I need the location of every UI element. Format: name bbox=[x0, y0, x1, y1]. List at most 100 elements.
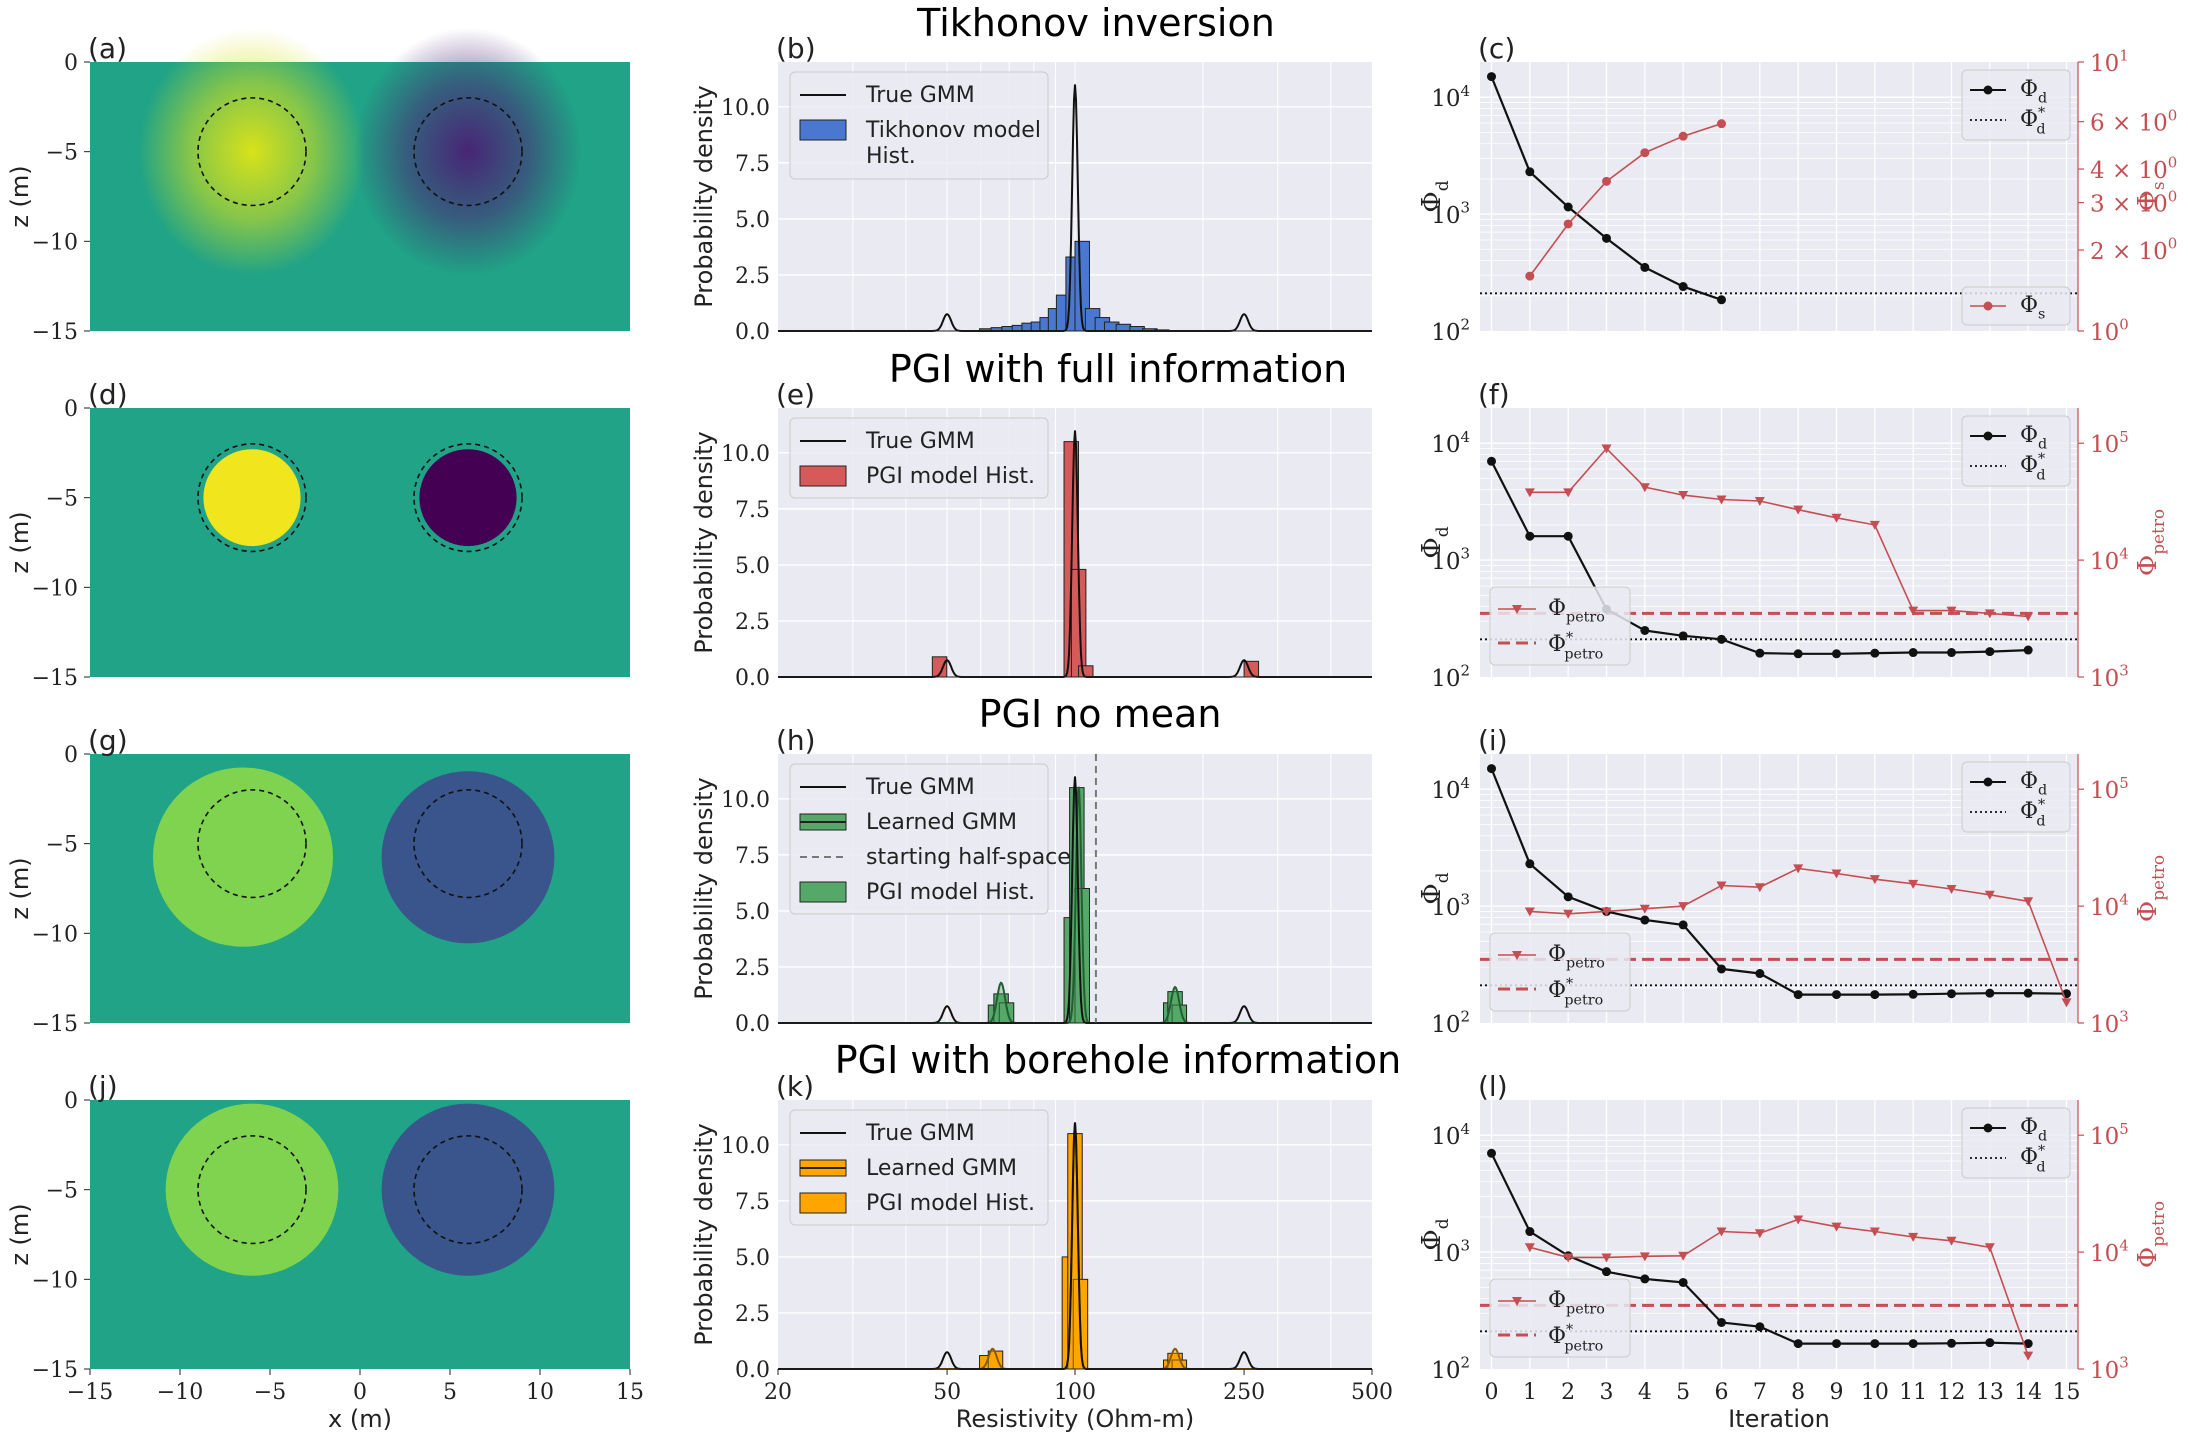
legend: True GMM Learned GMM PGI model Hist. bbox=[789, 1109, 1049, 1226]
legend-swatch bbox=[799, 119, 847, 141]
legend-label: Φ* d bbox=[2020, 1143, 2046, 1176]
x-tick-label: 1 bbox=[1523, 1380, 1537, 1405]
x-tick-label: 7 bbox=[1753, 1380, 1767, 1405]
data-point bbox=[1832, 990, 1841, 1000]
y-tick-label: −15 bbox=[32, 1358, 78, 1383]
data-point bbox=[1525, 167, 1535, 177]
x-axis-label: Iteration bbox=[1728, 1405, 1830, 1433]
legend-marker bbox=[1512, 951, 1522, 960]
y2-tick-label: 101 bbox=[2090, 47, 2129, 77]
y-tick-label: 10.0 bbox=[721, 788, 770, 813]
legend-regularization: Φpetro Φ* petro bbox=[1489, 586, 1631, 666]
data-point bbox=[1908, 989, 1918, 999]
y-tick-label: −15 bbox=[32, 666, 78, 691]
data-point bbox=[1639, 1252, 1650, 1262]
data-point bbox=[2061, 998, 2072, 1008]
legend-label: Φd bbox=[2020, 77, 2047, 107]
y-tick-label: 0 bbox=[64, 743, 78, 768]
y-tick-label: 10.0 bbox=[721, 1134, 770, 1159]
legend-label: True GMM bbox=[865, 83, 975, 108]
y2-tick-label: 2 × 100 bbox=[2090, 235, 2177, 265]
data-point bbox=[2023, 645, 2033, 655]
data-point bbox=[1487, 764, 1496, 774]
legend-label: True GMM bbox=[865, 775, 975, 800]
y-tick-label: 103 bbox=[1431, 891, 1470, 921]
regularization-line bbox=[1529, 447, 2029, 618]
y-tick-label: 7.5 bbox=[735, 498, 770, 523]
x-tick-label: 5 bbox=[1676, 1380, 1690, 1405]
x-tick-label: 100 bbox=[1054, 1380, 1096, 1405]
data-point bbox=[1639, 904, 1650, 914]
data-point bbox=[1678, 631, 1688, 641]
y-tick-label: 104 bbox=[1431, 82, 1470, 112]
learned-gmm-curve-fill bbox=[778, 1122, 1372, 1369]
y2-axis-label: Φpetro bbox=[2133, 509, 2168, 576]
data-point bbox=[1984, 1243, 1995, 1253]
data-point bbox=[1985, 988, 1995, 998]
legend-label: True GMM bbox=[865, 429, 975, 454]
x-tick-label: 3 bbox=[1600, 1380, 1614, 1405]
y-tick-label: 5.0 bbox=[735, 554, 770, 579]
data-point bbox=[1870, 1339, 1880, 1349]
y2-tick-label: 100 bbox=[2090, 316, 2129, 346]
data-point bbox=[1563, 909, 1574, 919]
x-tick-label: 0 bbox=[1485, 1380, 1499, 1405]
legend-regularization: Φpetro Φ* petro bbox=[1489, 1278, 1631, 1358]
legend-swatch bbox=[799, 881, 847, 903]
legend-label: PGI model Hist. bbox=[866, 1191, 1035, 1216]
legend-box bbox=[1961, 415, 2071, 487]
data-point bbox=[1755, 648, 1765, 658]
panel-label: (h) bbox=[776, 724, 816, 757]
x-tick-label: 0 bbox=[353, 1380, 367, 1405]
data-point bbox=[1563, 202, 1573, 212]
data-point bbox=[1525, 1227, 1535, 1237]
data-point bbox=[1524, 488, 1535, 498]
data-point bbox=[2023, 1339, 2033, 1349]
x-tick-label: 5 bbox=[443, 1380, 457, 1405]
y-axis-label: z (m) bbox=[6, 165, 34, 227]
data-point bbox=[1793, 649, 1803, 659]
legend-marker bbox=[1983, 777, 1993, 787]
data-point bbox=[1947, 989, 1956, 999]
y-tick-label: 103 bbox=[1431, 199, 1470, 229]
data-point bbox=[1755, 969, 1765, 979]
legend: True GMM Learned GMM starting half-space PG… bbox=[789, 763, 1071, 915]
panel-label: (j) bbox=[88, 1070, 118, 1103]
x-tick-label: −5 bbox=[254, 1380, 286, 1405]
y-axis-label: Probability density bbox=[690, 777, 718, 1000]
legend-entry: True GMM bbox=[800, 83, 975, 108]
data-point bbox=[1563, 531, 1573, 541]
y-tick-label: 104 bbox=[1431, 774, 1470, 804]
data-point bbox=[1716, 495, 1727, 505]
data-point bbox=[1755, 1322, 1765, 1332]
x-tick-label: 12 bbox=[1938, 1380, 1966, 1405]
y-tick-label: 5.0 bbox=[735, 1246, 770, 1271]
y-tick-label: 103 bbox=[1431, 545, 1470, 575]
y-tick-label: 2.5 bbox=[735, 1302, 770, 1327]
data-point bbox=[1832, 649, 1841, 659]
data-point bbox=[1678, 920, 1688, 930]
legend-box bbox=[789, 763, 1049, 915]
y-tick-label: 5.0 bbox=[735, 208, 770, 233]
histogram-bar bbox=[1078, 665, 1094, 678]
data-point bbox=[2023, 897, 2034, 907]
legend-label: Φ* d bbox=[2020, 105, 2046, 138]
y2-tick-label: 104 bbox=[2090, 891, 2129, 921]
data-point bbox=[2023, 1351, 2034, 1361]
data-point bbox=[1947, 1338, 1956, 1348]
panel-label: (e) bbox=[776, 378, 815, 411]
true-model-outline bbox=[197, 789, 307, 899]
data-point bbox=[1985, 1338, 1995, 1348]
legend-label: Φd bbox=[2020, 769, 2047, 799]
data-point bbox=[1717, 964, 1726, 974]
y2-tick-label: 105 bbox=[2090, 774, 2129, 804]
y-tick-label: 10.0 bbox=[721, 96, 770, 121]
y-tick-label: −5 bbox=[46, 833, 78, 858]
data-point bbox=[1984, 609, 1995, 619]
anomaly-1 bbox=[165, 1103, 339, 1276]
panel-label: (b) bbox=[776, 32, 816, 65]
y-axis-label: Probability density bbox=[690, 431, 718, 654]
